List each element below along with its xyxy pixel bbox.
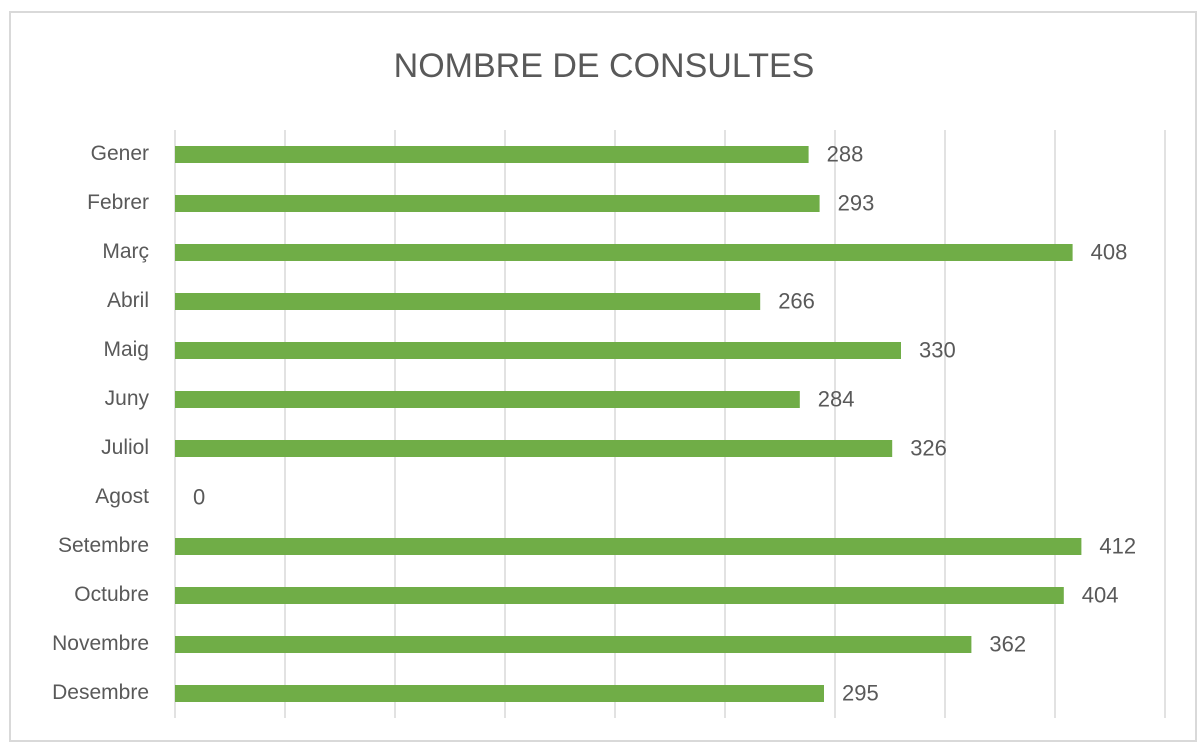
y-tick-label: Març xyxy=(102,240,149,263)
y-tick-label: Octubre xyxy=(74,583,149,606)
y-tick-label: Setembre xyxy=(58,534,149,557)
bar xyxy=(175,636,972,653)
bar xyxy=(175,244,1073,261)
y-tick-label: Desembre xyxy=(52,681,149,704)
bar xyxy=(175,195,820,212)
y-tick-label: Maig xyxy=(103,338,149,361)
bar xyxy=(175,440,893,457)
data-label: 326 xyxy=(910,435,947,460)
data-label: 330 xyxy=(919,337,956,362)
data-label: 284 xyxy=(818,386,855,411)
bar xyxy=(175,391,800,408)
bar xyxy=(175,146,809,163)
y-tick-label: Abril xyxy=(107,289,149,312)
data-label: 295 xyxy=(842,680,879,705)
bar xyxy=(175,342,901,359)
y-tick-label: Juliol xyxy=(101,436,149,459)
y-tick-label: Juny xyxy=(105,387,150,410)
y-tick-label: Gener xyxy=(91,142,149,165)
y-tick-label: Agost xyxy=(95,485,149,508)
data-label: 266 xyxy=(778,288,815,313)
data-label: 362 xyxy=(989,631,1026,656)
bar xyxy=(175,685,824,702)
bar xyxy=(175,538,1082,555)
y-tick-label: Novembre xyxy=(52,632,149,655)
bar xyxy=(175,293,761,310)
data-label: 293 xyxy=(838,190,875,215)
y-tick-label: Febrer xyxy=(87,191,149,214)
chart-title: NOMBRE DE CONSULTES xyxy=(394,47,815,85)
bar xyxy=(175,587,1064,604)
data-label: 288 xyxy=(827,141,864,166)
chart-frame xyxy=(9,11,1197,742)
data-label: 408 xyxy=(1091,239,1128,264)
data-label: 404 xyxy=(1082,582,1119,607)
data-label: 0 xyxy=(193,484,205,509)
data-label: 412 xyxy=(1099,533,1136,558)
